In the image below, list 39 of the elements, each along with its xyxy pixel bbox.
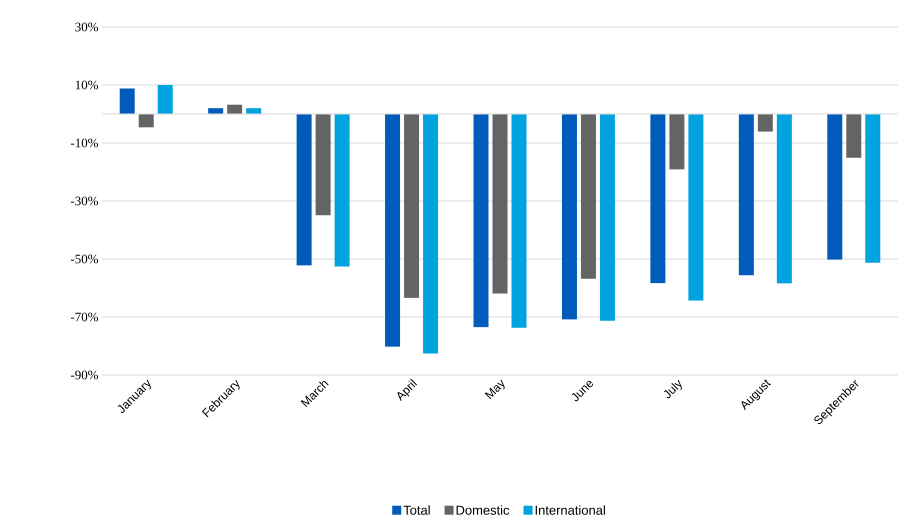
bar: [865, 114, 880, 263]
y-tick-label: -50%: [70, 254, 98, 264]
x-tick-label: July: [664, 380, 682, 398]
bar: [138, 114, 154, 128]
y-tick-label: -30%: [70, 196, 98, 206]
legend-label: Total: [404, 505, 430, 515]
bar: [385, 114, 400, 347]
bar: [227, 104, 242, 114]
bar: [158, 84, 173, 114]
bar: [334, 114, 350, 267]
bar: [580, 114, 596, 279]
bar: [246, 108, 262, 114]
bar: [562, 114, 577, 320]
bar: [296, 114, 312, 266]
bar: [600, 114, 615, 321]
legend-label: Domestic: [456, 505, 510, 515]
bar: [650, 114, 666, 284]
bar: [474, 114, 489, 328]
bar: [316, 114, 331, 216]
bar: [827, 114, 842, 260]
bar: [208, 108, 224, 114]
y-tick-label: 30%: [75, 22, 98, 32]
y-tick-label: -90%: [70, 370, 98, 380]
bar: [512, 114, 527, 328]
bar: [776, 114, 792, 284]
bar: [423, 114, 438, 354]
y-tick-label: 10%: [76, 80, 98, 90]
bar: [738, 114, 754, 276]
bar: [688, 114, 704, 300]
bar: [404, 114, 420, 298]
x-tick-label: May: [484, 379, 505, 400]
legend-label: International: [536, 505, 605, 515]
bar: [120, 88, 135, 114]
y-tick-label: -10%: [70, 138, 98, 148]
bar: [669, 114, 684, 170]
bar: [846, 114, 862, 158]
y-tick-label: -70%: [70, 312, 98, 322]
bar: [492, 114, 508, 294]
bar: [758, 114, 773, 132]
